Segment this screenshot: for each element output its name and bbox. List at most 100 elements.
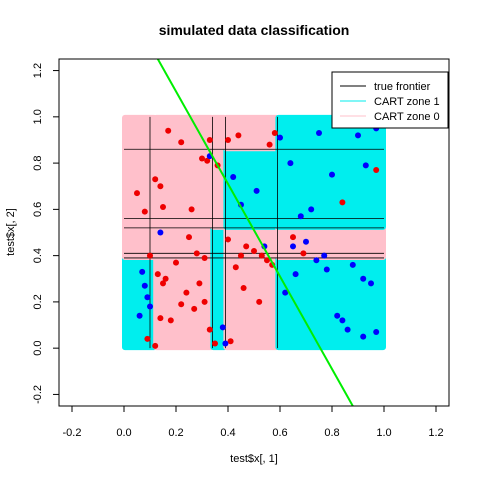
y-tick-label-6: 1.0 [32, 109, 44, 124]
x-tick-label-5: 0.8 [324, 427, 339, 439]
split-lines-layer [124, 116, 384, 349]
point-class-0-6 [188, 206, 195, 213]
point-class-0-16 [173, 259, 179, 266]
point-class-0-33 [238, 252, 244, 259]
point-class-0-18 [162, 275, 169, 282]
point-class-1-17 [329, 171, 335, 178]
point-class-0-37 [264, 257, 270, 264]
point-class-1-29 [334, 312, 341, 319]
x-tick-label-3: 0.4 [220, 427, 235, 439]
point-class-0-24 [144, 335, 151, 342]
point-class-0-4 [165, 127, 172, 134]
point-class-1-1 [141, 282, 148, 289]
zone-rect-9 [223, 114, 280, 152]
point-class-0-27 [191, 305, 198, 312]
y-tick-label-0: -0.2 [32, 385, 44, 404]
point-class-0-23 [157, 315, 164, 322]
zone-rect-0 [122, 255, 158, 351]
zone-rect-2 [153, 114, 215, 351]
point-class-0-49 [373, 167, 380, 174]
frontier-layer [156, 58, 354, 407]
point-class-0-43 [235, 132, 242, 139]
point-class-0-30 [160, 280, 166, 287]
point-class-0-39 [227, 338, 234, 345]
zone-rect-6 [223, 225, 280, 260]
zone-rect-3 [210, 225, 228, 351]
x-tick-label-2: 0.2 [168, 427, 183, 439]
y-tick-label-5: 0.8 [32, 155, 44, 170]
legend-box [331, 71, 449, 129]
legend-label-cart-zone-0: CART zone 0 [374, 111, 440, 123]
point-class-1-5 [157, 229, 164, 236]
point-class-0-41 [256, 298, 263, 305]
zone-rect-1 [122, 114, 158, 260]
point-class-1-4 [136, 312, 143, 319]
y-tick-label-2: 0.2 [32, 294, 44, 309]
point-class-1-34 [290, 243, 296, 250]
point-class-0-5 [178, 139, 185, 146]
point-class-0-3 [157, 183, 164, 190]
point-class-0-0 [134, 190, 140, 197]
point-class-0-48 [339, 199, 346, 206]
point-class-0-47 [300, 250, 307, 257]
point-class-0-42 [225, 136, 231, 143]
point-class-0-25 [167, 317, 174, 324]
point-class-1-20 [362, 162, 369, 169]
point-class-0-17 [154, 271, 161, 278]
legend: true frontier CART zone 1 CART zone 0 [331, 71, 449, 129]
zone-rect-4 [210, 114, 228, 230]
point-class-0-14 [193, 250, 200, 257]
point-class-0-12 [147, 252, 153, 259]
point-class-0-34 [243, 243, 250, 250]
point-class-1-19 [355, 132, 361, 139]
chart-title: simulated data classification [159, 22, 350, 38]
point-class-0-1 [141, 208, 148, 215]
y-axis: -0.2 0.0 0.2 0.4 0.6 0.8 1.0 1.2 [32, 63, 59, 404]
point-class-1-22 [292, 271, 299, 278]
x-axis-label: test$x[, 1] [230, 453, 278, 465]
zone-rect-11 [275, 225, 386, 260]
point-class-1-27 [368, 280, 374, 287]
point-class-0-28 [201, 298, 208, 305]
point-class-0-13 [186, 234, 192, 241]
point-class-1-14 [297, 213, 304, 220]
point-class-1-10 [253, 187, 260, 194]
zone-rect-5 [223, 255, 280, 351]
point-class-1-37 [222, 340, 229, 347]
point-class-0-26 [178, 301, 185, 308]
point-class-0-40 [240, 285, 247, 292]
point-class-1-36 [321, 252, 328, 259]
point-class-1-16 [316, 130, 322, 137]
x-tick-label-6: 1.0 [376, 427, 391, 439]
point-class-0-45 [271, 130, 278, 137]
point-class-0-19 [183, 289, 190, 296]
x-axis: -0.2 0.0 0.2 0.4 0.6 0.8 1.0 1.2 [63, 406, 444, 439]
point-class-1-35 [303, 238, 309, 245]
point-class-0-35 [251, 248, 257, 255]
point-class-0-21 [206, 326, 213, 333]
point-class-1-13 [287, 160, 294, 167]
point-class-0-36 [258, 252, 265, 259]
point-class-0-15 [201, 254, 208, 261]
point-class-1-32 [360, 333, 367, 340]
point-class-0-7 [199, 155, 205, 162]
point-class-1-30 [339, 317, 346, 324]
point-class-0-46 [290, 234, 296, 241]
point-class-1-0 [139, 268, 146, 275]
point-class-0-29 [152, 342, 159, 349]
point-class-1-26 [360, 275, 367, 282]
zone-rect-8 [223, 147, 280, 221]
zone-rect-10 [275, 255, 386, 351]
legend-label-true-frontier: true frontier [374, 81, 431, 93]
x-tick-label-7: 1.2 [428, 427, 443, 439]
point-class-0-8 [204, 157, 211, 164]
x-tick-label-0: -0.2 [63, 427, 82, 439]
point-class-1-33 [373, 328, 380, 335]
point-class-1-7 [219, 324, 226, 331]
plot-frame [58, 58, 450, 407]
point-class-1-3 [147, 303, 153, 310]
legend-label-cart-zone-1: CART zone 1 [374, 96, 440, 108]
frontier-line [156, 58, 354, 407]
point-class-0-22 [212, 340, 218, 347]
